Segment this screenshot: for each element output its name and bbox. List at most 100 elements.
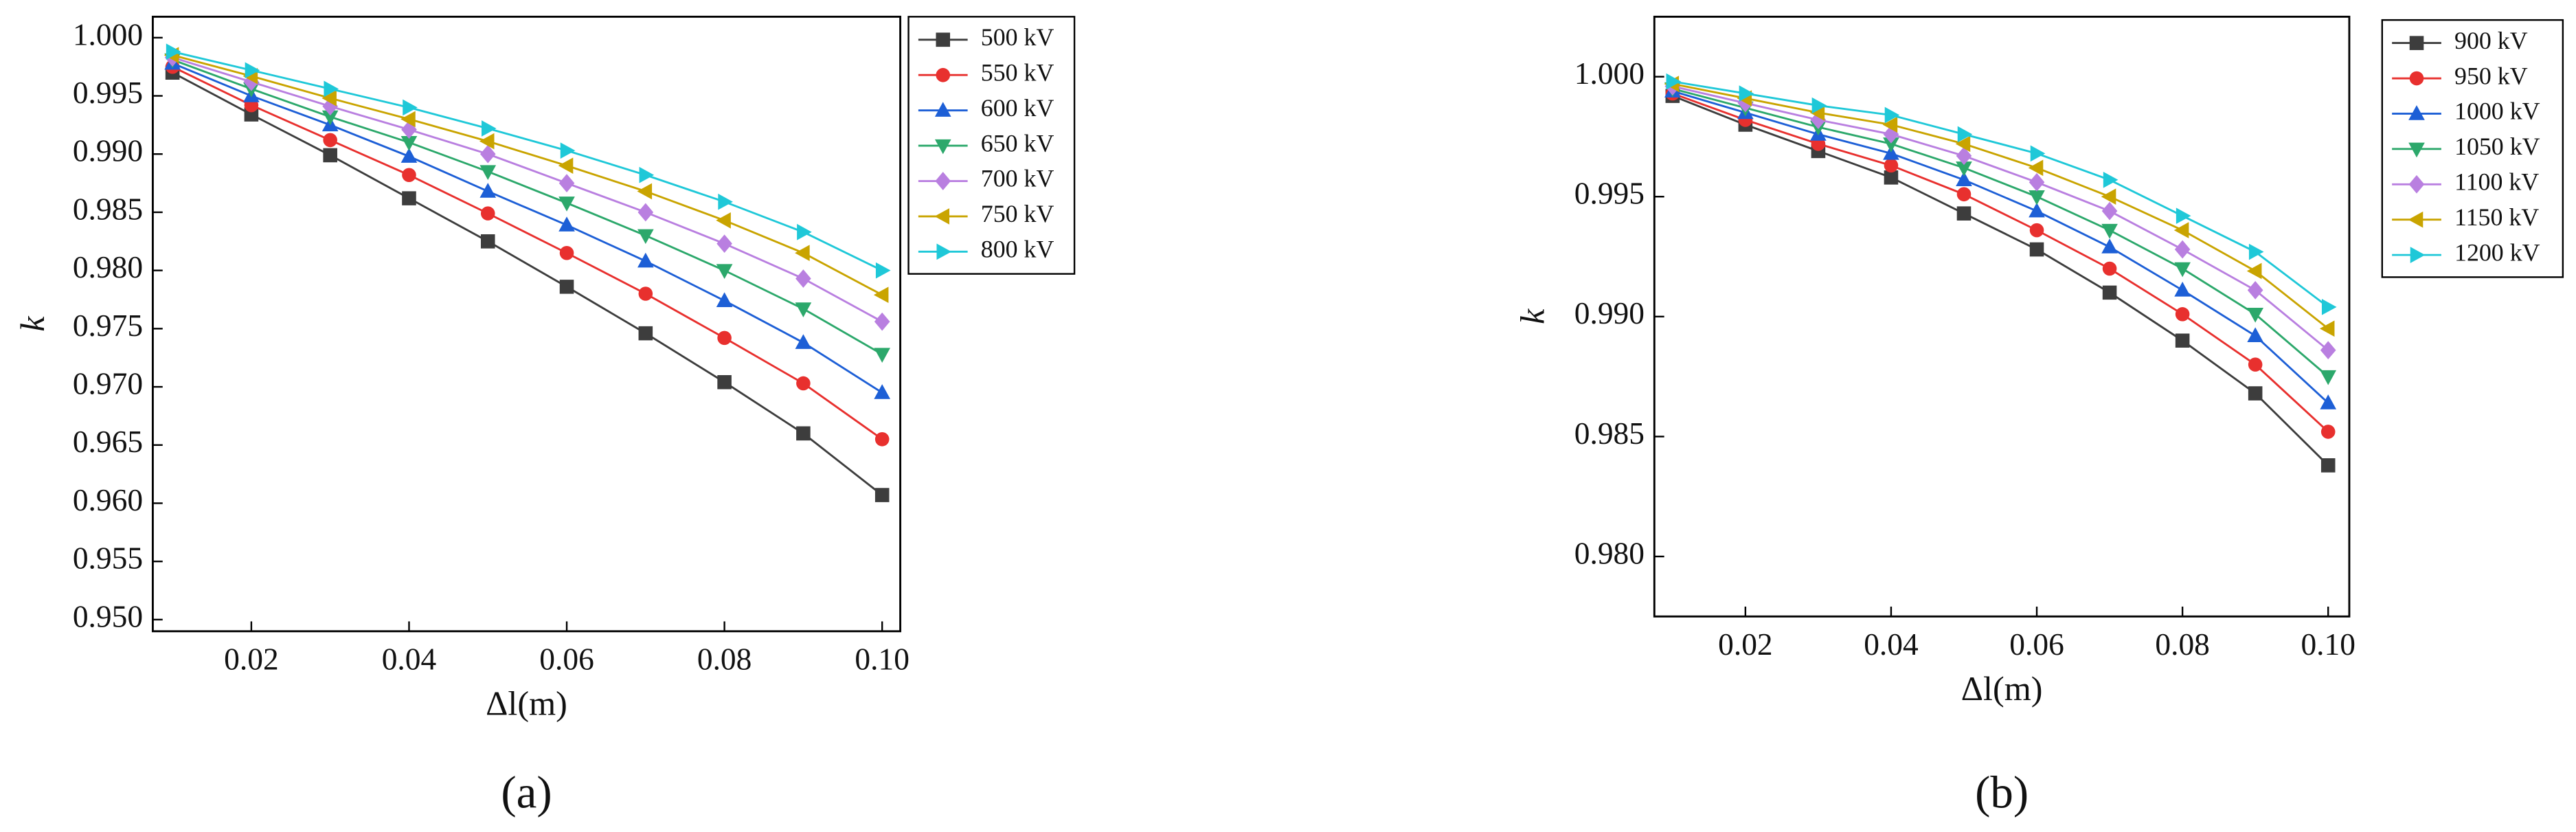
- y-tick-label: 0.985: [73, 192, 143, 226]
- data-point: [637, 229, 654, 245]
- data-point: [874, 488, 890, 502]
- data-point: [2247, 308, 2263, 323]
- data-point: [639, 166, 655, 183]
- legend-marker: [934, 208, 950, 225]
- data-point: [166, 43, 181, 60]
- data-point: [874, 348, 891, 363]
- y-tick-label: 0.955: [73, 541, 143, 576]
- legend: 900 kV 950 kV 1000 kV 1050 kV 1100 kV 1150 kV…: [2381, 19, 2564, 278]
- legend-marker: [936, 243, 952, 260]
- data-point: [797, 223, 812, 240]
- data-point: [2248, 243, 2264, 260]
- y-tick-label: 0.990: [1574, 296, 1645, 330]
- data-point: [2101, 188, 2116, 205]
- data-point: [558, 157, 574, 175]
- data-point: [2029, 242, 2044, 257]
- data-point: [638, 326, 653, 341]
- data-point: [479, 183, 497, 198]
- data-point: [874, 312, 890, 331]
- data-point: [2174, 262, 2191, 278]
- legend-label: 950 kV: [2454, 62, 2528, 89]
- data-point: [402, 191, 416, 205]
- data-point: [1884, 106, 1900, 124]
- data-point: [403, 99, 418, 116]
- legend-label: 650 kV: [981, 129, 1054, 157]
- y-axis-label: k: [1513, 308, 1552, 324]
- data-point: [2320, 458, 2336, 473]
- data-point: [1956, 171, 1972, 187]
- data-point: [2174, 282, 2191, 297]
- y-tick-label: 0.995: [73, 76, 143, 110]
- legend-marker: [2410, 247, 2426, 263]
- data-point: [401, 120, 417, 139]
- data-point: [1957, 126, 1973, 143]
- data-point: [2173, 222, 2189, 238]
- data-point: [1883, 125, 1899, 144]
- legend-label: 800 kV: [981, 236, 1054, 263]
- data-point: [2029, 172, 2045, 192]
- data-point: [874, 384, 891, 399]
- data-point: [637, 203, 654, 222]
- data-point: [2321, 299, 2337, 315]
- data-point: [400, 148, 418, 163]
- caption: (a): [501, 767, 552, 818]
- x-tick-label: 0.02: [224, 642, 279, 677]
- y-tick-label: 0.970: [73, 366, 143, 401]
- series-line: [1672, 92, 2329, 433]
- legend-marker: [2408, 105, 2425, 120]
- data-point: [321, 90, 337, 106]
- data-point: [1956, 161, 1972, 177]
- legend-marker: [934, 139, 951, 155]
- data-point: [560, 142, 576, 159]
- data-point: [559, 280, 574, 294]
- series-line: [172, 71, 883, 496]
- legend-label: 1000 kV: [2454, 98, 2540, 125]
- data-point: [323, 148, 337, 163]
- x-tick-label: 0.10: [855, 642, 909, 677]
- x-tick-label: 0.04: [1864, 627, 1919, 662]
- data-point: [875, 262, 891, 279]
- y-tick-label: 1.000: [1574, 56, 1645, 91]
- x-tick-label: 0.10: [2301, 627, 2355, 662]
- data-point: [2175, 333, 2190, 348]
- legend-marker: [936, 67, 951, 82]
- y-tick-label: 1.000: [73, 17, 143, 52]
- data-point: [402, 168, 416, 183]
- data-point: [637, 252, 654, 268]
- legend-marker: [2409, 71, 2424, 86]
- y-tick-label: 0.980: [73, 250, 143, 284]
- y-tick-label: 0.990: [73, 134, 143, 168]
- data-point: [795, 334, 812, 349]
- data-point: [558, 216, 575, 232]
- data-point: [2320, 425, 2336, 439]
- data-point: [2101, 223, 2118, 239]
- y-tick-label: 0.975: [73, 308, 143, 343]
- data-point: [795, 269, 811, 288]
- legend-label: 1050 kV: [2454, 133, 2540, 160]
- x-tick-label: 0.06: [2009, 627, 2064, 662]
- data-point: [796, 426, 811, 441]
- data-point: [558, 196, 575, 212]
- data-point: [2103, 171, 2119, 188]
- plot-frame: [151, 15, 902, 633]
- data-point: [716, 264, 733, 279]
- x-tick-label: 0.02: [1718, 627, 1773, 662]
- data-point: [559, 245, 574, 260]
- x-tick-label: 0.06: [539, 642, 594, 677]
- data-point: [716, 234, 732, 254]
- legend-marker: [935, 172, 951, 190]
- data-point: [2102, 285, 2117, 300]
- data-point: [2247, 281, 2263, 300]
- data-point: [874, 431, 890, 447]
- y-axis-label: k: [13, 315, 52, 332]
- x-tick-label: 0.08: [697, 642, 752, 677]
- series-line: [172, 50, 883, 271]
- data-point: [480, 234, 495, 249]
- data-point: [558, 174, 575, 192]
- data-point: [1955, 135, 1971, 153]
- legend: 500 kV 550 kV 600 kV 650 kV 700 kV 750 kV 800 …: [907, 16, 1076, 275]
- data-point: [2248, 357, 2263, 372]
- data-point: [324, 80, 339, 98]
- data-point: [637, 183, 653, 200]
- data-point: [1956, 206, 1971, 221]
